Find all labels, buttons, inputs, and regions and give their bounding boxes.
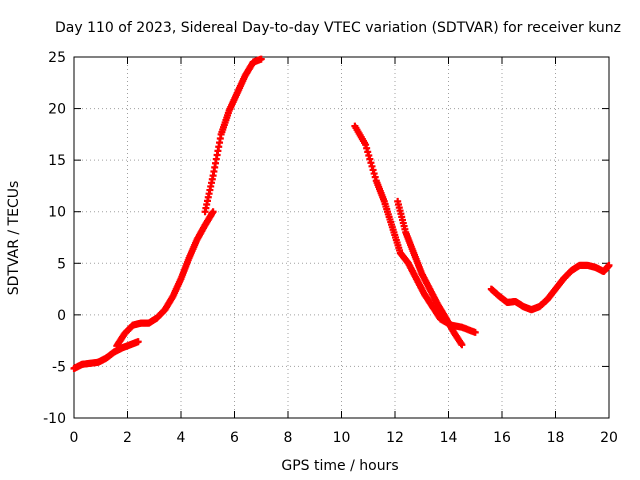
series-arc-1 bbox=[70, 338, 142, 372]
x-tick-label: 4 bbox=[177, 430, 186, 446]
x-tick-label: 20 bbox=[600, 430, 618, 446]
chart-title: Day 110 of 2023, Sidereal Day-to-day VTE… bbox=[55, 20, 621, 36]
series-arc-3 bbox=[201, 55, 265, 216]
data-point bbox=[605, 261, 613, 269]
axis-ticks: 0 2 4 6 8 10 12 14 16 18 20 -10 -5 0 5 10 15 20 25 bbox=[43, 50, 618, 446]
x-axis-label: GPS time / hours bbox=[281, 458, 398, 474]
x-tick-label: 0 bbox=[70, 430, 79, 446]
x-tick-label: 18 bbox=[547, 430, 565, 446]
data-point bbox=[134, 338, 142, 346]
x-tick-label: 8 bbox=[284, 430, 293, 446]
series-arc-4 bbox=[351, 122, 479, 336]
x-tick-label: 16 bbox=[493, 430, 511, 446]
x-tick-label: 10 bbox=[333, 430, 351, 446]
x-tick-label: 6 bbox=[230, 430, 239, 446]
series-arc-5 bbox=[394, 197, 466, 349]
y-tick-label: 5 bbox=[57, 256, 66, 272]
x-tick-label: 2 bbox=[123, 430, 132, 446]
series-arc-2 bbox=[113, 208, 217, 350]
series-arc-6 bbox=[487, 261, 613, 314]
y-tick-label: 15 bbox=[48, 153, 66, 169]
data-series bbox=[70, 55, 613, 372]
data-point bbox=[209, 208, 217, 216]
y-tick-label: 20 bbox=[48, 102, 66, 118]
x-tick-label: 12 bbox=[386, 430, 404, 446]
y-tick-label: -5 bbox=[52, 359, 66, 375]
y-axis-label: SDTVAR / TECUs bbox=[6, 181, 22, 296]
data-point bbox=[471, 328, 479, 336]
y-tick-label: -10 bbox=[43, 411, 66, 427]
y-tick-label: 10 bbox=[48, 205, 66, 221]
y-tick-label: 0 bbox=[57, 308, 66, 324]
x-tick-label: 14 bbox=[440, 430, 458, 446]
y-tick-label: 25 bbox=[48, 50, 66, 66]
data-point bbox=[458, 341, 466, 349]
data-point bbox=[257, 55, 265, 63]
grid-lines bbox=[74, 57, 609, 418]
